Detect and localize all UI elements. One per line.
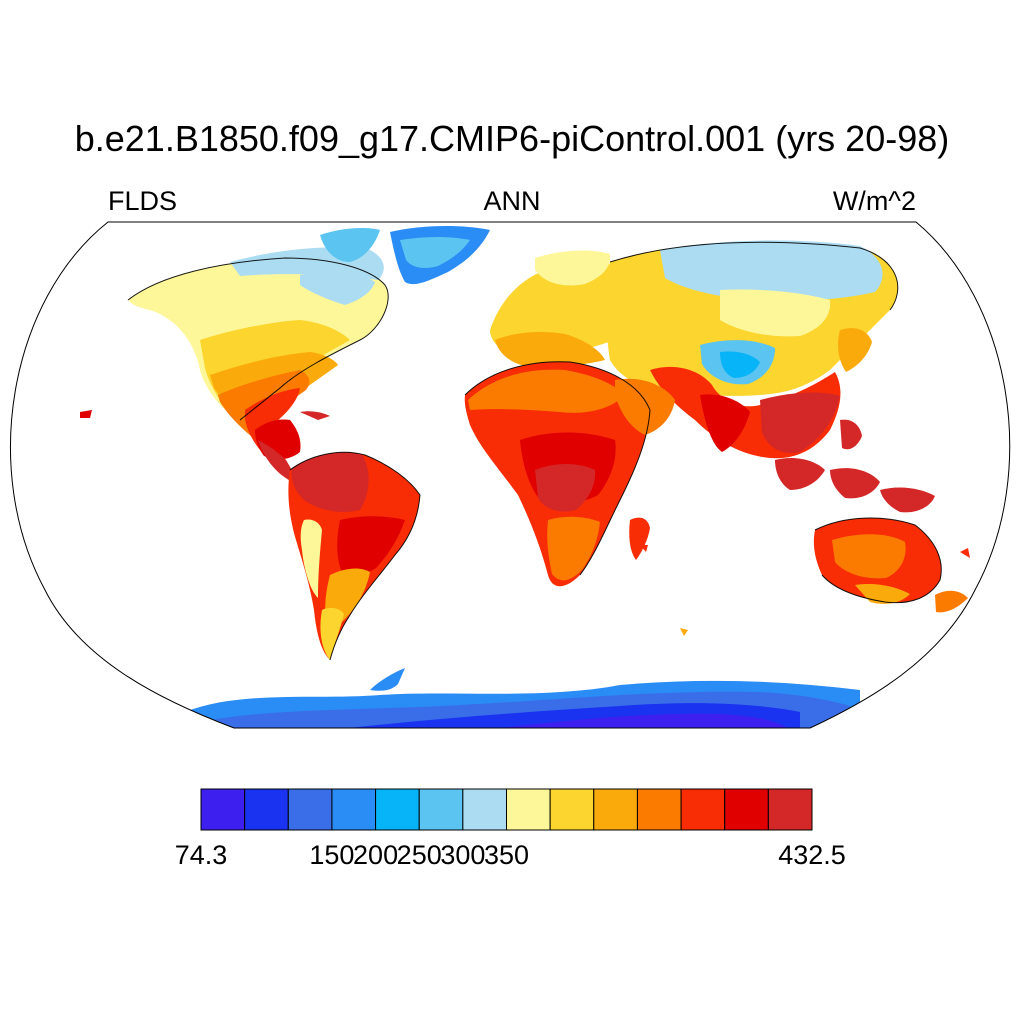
colorbar-tick-label: 350: [483, 840, 530, 870]
colorbar: [200, 788, 813, 831]
colorbar-swatch: [462, 788, 508, 831]
colorbar-swatch: [244, 788, 289, 831]
variable-label: FLDS: [108, 186, 178, 216]
land-africa: [464, 361, 650, 587]
colorbar-swatch: [680, 788, 726, 831]
plot-title: b.e21.B1850.f09_g17.CMIP6-piControl.001 …: [74, 118, 950, 159]
land-islands: [80, 410, 688, 636]
colorbar-swatch: [375, 788, 420, 831]
season-label: ANN: [483, 186, 541, 216]
colorbar-tick-label: 200: [353, 840, 399, 870]
colorbar-tick-label: 300: [440, 840, 486, 870]
land-arabia: [615, 378, 675, 435]
colorbar-swatch: [418, 788, 464, 831]
colorbar-swatch: [593, 788, 638, 831]
colorbar-tick-label: 432.5: [778, 840, 846, 870]
land-australia: [813, 518, 970, 613]
land-maritime-asia: [775, 419, 935, 513]
colorbar-swatch: [724, 788, 769, 831]
colorbar-swatch: [506, 788, 551, 831]
land-greenland: [320, 226, 490, 285]
colorbar-tick-label: 250: [396, 840, 442, 870]
land-asia: [606, 240, 898, 459]
coastlines: [127, 241, 942, 661]
land-south-america: [288, 452, 420, 660]
map-outline: [10, 221, 1011, 729]
colorbar-swatch: [549, 788, 595, 831]
units-label: W/m^2: [832, 186, 916, 216]
colorbar-tick-label: 74.3: [174, 840, 228, 870]
map-content: [80, 226, 970, 728]
colorbar-swatch: [636, 788, 682, 831]
colorbar-swatch: [287, 788, 333, 831]
colorbar-swatch: [200, 788, 246, 831]
land-antarctica: [180, 668, 860, 728]
colorbar-tick-label: 150: [309, 840, 355, 870]
colorbar-swatch: [767, 788, 813, 831]
colorbar-swatch: [331, 788, 377, 831]
